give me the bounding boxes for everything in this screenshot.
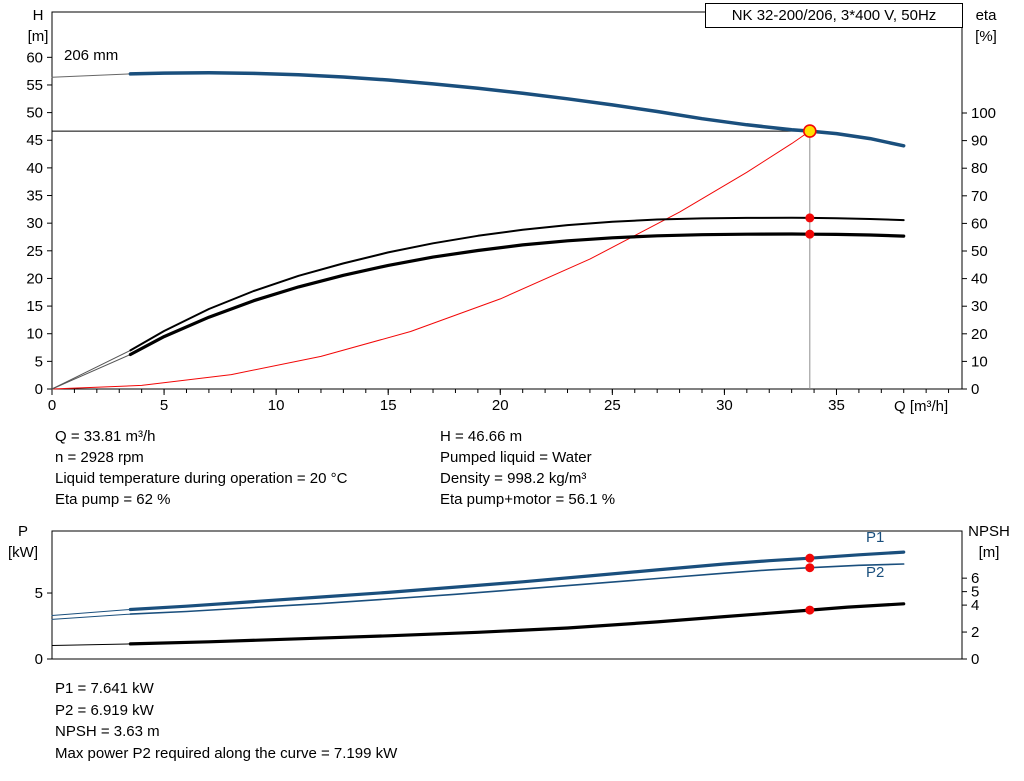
y-left-tick-label: 60 [26, 49, 43, 66]
npsh-lead-in-curve [51, 643, 131, 646]
info-max-power: Max power P2 required along the curve = … [55, 744, 398, 762]
y-right-tick-label: 70 [971, 188, 988, 205]
npsh-curve [128, 602, 906, 646]
h-axis-title-line2: [m] [27, 28, 49, 45]
info-eta-pump-motor: Eta pump+motor = 56.1 % [440, 491, 616, 508]
x-tick-label: 10 [268, 397, 285, 414]
p-axis-title-line1: P [17, 523, 28, 540]
eta-pump-point-marker[interactable] [805, 213, 815, 223]
pump-title-box: NK 32-200/206, 3*400 V, 50Hz [705, 3, 963, 28]
info-eta-pump: Eta pump = 62 % [55, 491, 171, 508]
y-left-tick-label: 5 [35, 585, 43, 602]
x-tick-label: 15 [380, 397, 397, 414]
p1-lead-in-curve [51, 609, 131, 616]
x-tick-label: 0 [48, 397, 56, 414]
y-left-tick-label: 0 [35, 381, 43, 398]
y-left-tick-label: 35 [26, 188, 43, 205]
npsh-axis-title: NPSH [m] [962, 521, 1016, 563]
y-left-tick-label: 20 [26, 270, 43, 287]
p2-curve [129, 563, 905, 615]
y-right-tick-label: 100 [971, 105, 996, 122]
info-pumped-liquid: Pumped liquid = Water [440, 449, 592, 466]
info-density: Density = 998.2 kg/m³ [440, 470, 587, 487]
x-tick-label: 30 [716, 397, 733, 414]
eta-pump-motor-lead-in-curve [51, 354, 131, 390]
x-tick-label: 5 [160, 397, 168, 414]
y-right-tick-label: 2 [971, 624, 979, 641]
eta-axis-title: eta [%] [962, 5, 1010, 47]
system-curve-curve [51, 130, 811, 390]
y-left-tick-label: 15 [26, 298, 43, 315]
y-right-tick-label: 0 [971, 651, 979, 668]
info-head: H = 46.66 m [440, 428, 523, 445]
y-left-tick-label: 50 [26, 105, 43, 122]
eta-pump-lead-in-curve [51, 349, 131, 390]
info-speed: n = 2928 rpm [55, 449, 144, 466]
qh-206mm-curve [128, 71, 906, 148]
y-right-tick-label: 0 [971, 381, 979, 398]
eta-pump-curve [129, 216, 905, 352]
duty-info-left: Q = 33.81 m³/h n = 2928 rpm Liquid tempe… [55, 426, 347, 510]
y-right-tick-label: 6 [971, 570, 979, 587]
q-axis-title: Q [m³/h] [894, 398, 949, 415]
y-left-tick-label: 25 [26, 243, 43, 260]
y-left-tick-label: 55 [26, 77, 43, 94]
npsh-axis-title-line2: [m] [978, 544, 1000, 561]
x-tick-label: 25 [604, 397, 621, 414]
p-axis-title: P [kW] [0, 521, 46, 563]
npsh-axis-title-line1: NPSH [968, 523, 1010, 540]
y-right-tick-label: 80 [971, 160, 988, 177]
h-axis-title: H [m] [16, 5, 60, 47]
y-left-tick-label: 5 [35, 353, 43, 370]
impeller-diameter-label: 206 mm [64, 47, 119, 64]
y-right-tick-label: 40 [971, 271, 988, 288]
p2-point-marker[interactable] [805, 563, 815, 573]
p2-curve-label: P2 [866, 564, 885, 581]
y-right-tick-label: 5 [971, 584, 979, 601]
p1-curve-label: P1 [866, 529, 885, 546]
info-p2: P2 = 6.919 kW [55, 701, 154, 719]
y-right-tick-label: 90 [971, 133, 988, 150]
eta-pump-motor-point-marker[interactable] [805, 229, 815, 239]
p2-lead-in-curve [51, 613, 131, 620]
y-left-tick-label: 45 [26, 132, 43, 149]
duty-point-marker[interactable] [803, 124, 817, 138]
power-info: P1 = 7.641 kW P2 = 6.919 kW NPSH = 3.63 … [55, 678, 397, 764]
info-liquid-temperature: Liquid temperature during operation = 20… [55, 470, 348, 487]
x-tick-label: 20 [492, 397, 509, 414]
y-right-tick-label: 10 [971, 353, 988, 370]
y-right-tick-label: 20 [971, 326, 988, 343]
h-axis-title-line1: H [32, 7, 44, 24]
info-flow: Q = 33.81 m³/h [55, 428, 156, 445]
npsh-point-marker[interactable] [805, 605, 815, 615]
y-right-tick-label: 30 [971, 298, 988, 315]
eta-axis-title-line2: [%] [975, 28, 997, 45]
info-npsh: NPSH = 3.63 m [55, 723, 160, 740]
p-axis-title-line2: [kW] [8, 544, 38, 561]
p1-curve [128, 550, 906, 612]
eta-axis-title-line1: eta [975, 7, 997, 24]
qh-lead-in-curve [51, 73, 131, 78]
x-tick-label: 35 [828, 397, 845, 414]
y-left-tick-label: 30 [26, 215, 43, 232]
y-left-tick-label: 40 [26, 160, 43, 177]
y-left-tick-label: 10 [26, 326, 43, 343]
y-left-tick-label: 0 [35, 651, 43, 668]
info-p1: P1 = 7.641 kW [55, 680, 154, 697]
duty-info-right: H = 46.66 m Pumped liquid = Water Densit… [440, 426, 615, 510]
y-right-tick-label: 60 [971, 215, 988, 232]
p1-point-marker[interactable] [805, 553, 815, 563]
y-right-tick-label: 50 [971, 243, 988, 260]
y-right-tick-label: 4 [971, 597, 979, 614]
